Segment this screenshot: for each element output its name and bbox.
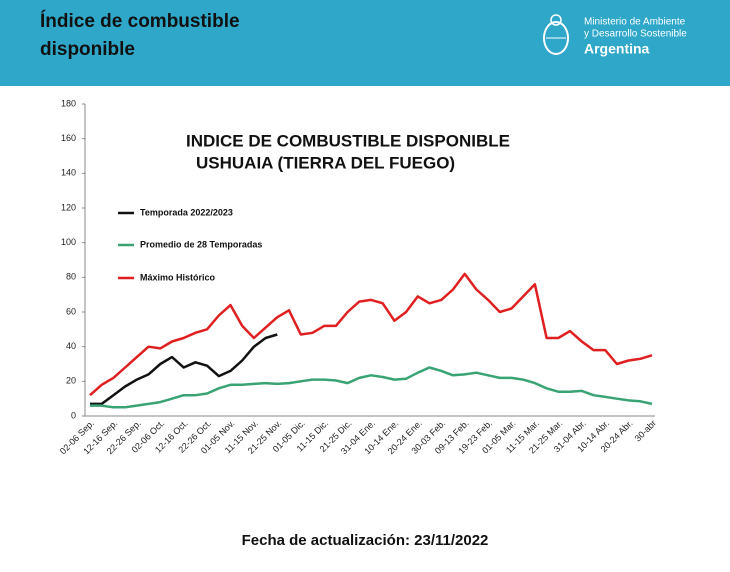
logo-text: y Desarrollo Sostenible (584, 29, 687, 40)
y-tick-label: 140 (61, 168, 76, 178)
legend-label: Promedio de 28 Temporadas (140, 239, 262, 249)
y-tick-label: 180 (61, 98, 76, 108)
x-tick-label: 30-abr (633, 418, 658, 443)
y-tick-label: 100 (61, 237, 76, 247)
y-tick-label: 80 (66, 272, 76, 282)
legend-label: Máximo Histórico (140, 272, 216, 282)
y-tick-label: 60 (66, 306, 76, 316)
y-tick-label: 0 (71, 410, 76, 420)
header-title: Índice de combustible (40, 10, 240, 32)
line-series (90, 333, 278, 406)
line-series (90, 366, 653, 409)
line-series (89, 272, 653, 397)
y-tick-label: 160 (61, 133, 76, 143)
chart-subtitle: USHUAIA (TIERRA DEL FUEGO) (196, 153, 455, 172)
logo-emblem (543, 14, 569, 55)
header-bar (0, 0, 730, 86)
footer: Fecha de actualización: 23/11/2022 (242, 532, 489, 549)
y-tick-label: 20 (66, 376, 76, 386)
y-tick-label: 120 (61, 202, 76, 212)
legend-label: Temporada 2022/2023 (140, 207, 233, 217)
header-title: disponible (40, 39, 135, 60)
y-tick-label: 40 (66, 341, 76, 351)
logo-text: Ministerio de Ambiente (584, 17, 686, 28)
logo-text: Argentina (584, 41, 650, 57)
chart-title: INDICE DE COMBUSTIBLE DISPONIBLE (186, 131, 510, 150)
